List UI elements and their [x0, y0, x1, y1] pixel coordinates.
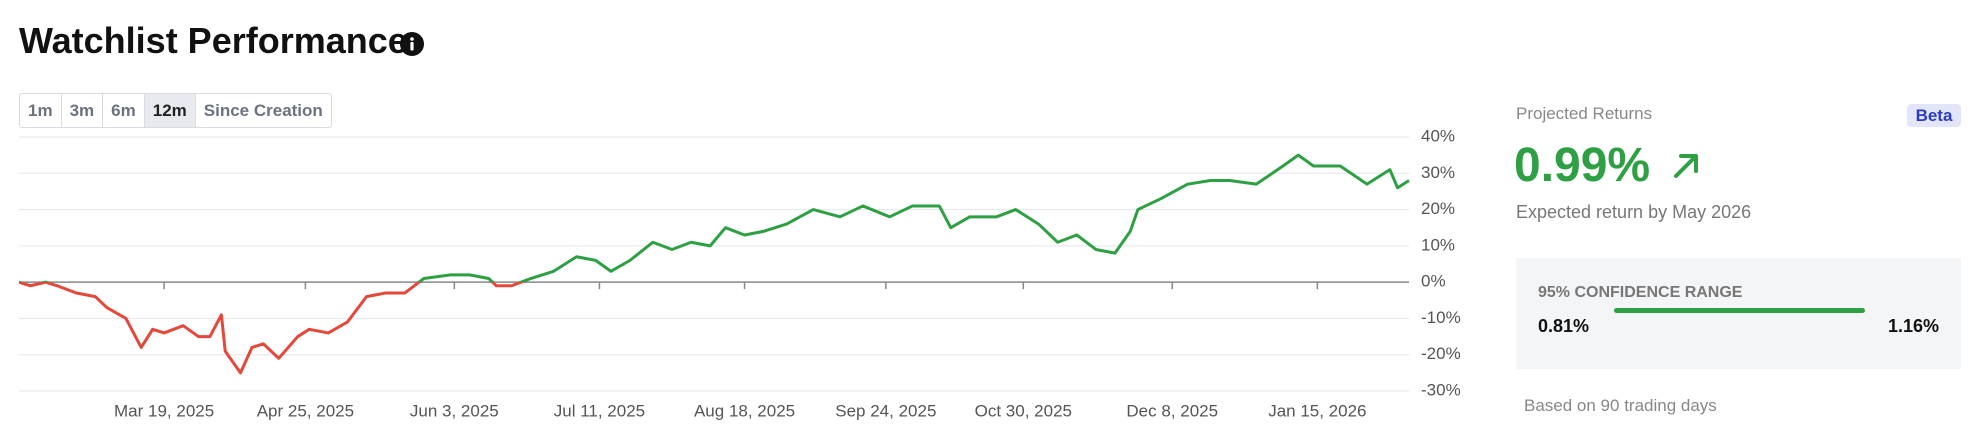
y-tick-label: -30%: [1421, 380, 1461, 399]
confidence-box: [1516, 258, 1961, 369]
y-tick-label: 20%: [1421, 199, 1455, 218]
projected-value: 0.99%: [1514, 139, 1651, 192]
x-tick-label: Jun 3, 2025: [410, 401, 499, 420]
beta-badge: Beta: [1907, 104, 1961, 127]
x-tick-label: Sep 24, 2025: [835, 401, 936, 420]
x-tick-label: Dec 8, 2025: [1126, 401, 1218, 420]
y-tick-label: -20%: [1421, 344, 1461, 363]
y-tick-label: 10%: [1421, 235, 1455, 254]
range-button[interactable]: 6m: [103, 94, 145, 127]
info-icon[interactable]: [400, 32, 424, 56]
x-tick-label: Mar 19, 2025: [114, 401, 214, 420]
range-button[interactable]: 3m: [62, 94, 104, 127]
range-button[interactable]: Since Creation: [203, 101, 323, 120]
range-button[interactable]: 12m: [144, 94, 196, 127]
y-tick-label: 0%: [1421, 272, 1446, 291]
y-tick-label: -10%: [1421, 308, 1461, 327]
confidence-title: 95% CONFIDENCE RANGE: [1538, 284, 1743, 301]
confidence-low: 0.81%: [1538, 316, 1590, 336]
chart: 40% 30% 20% 10% 0% -10% -20% -30% Mar 19, 2025 Ap…: [18, 126, 1461, 420]
x-tick-label: Jul 11, 2025: [554, 401, 645, 420]
line-negative: [18, 282, 526, 375]
y-tick-label: 40%: [1421, 126, 1455, 145]
x-tick-label: Aug 18, 2025: [694, 401, 795, 420]
range-button[interactable]: 1m: [20, 94, 62, 127]
projected-subtitle: Expected return by May 2026: [1516, 202, 1752, 222]
page-title: Watchlist Performance: [19, 20, 408, 61]
x-tick-label: Oct 30, 2025: [975, 401, 1072, 420]
panel-label: Projected Returns: [1516, 104, 1653, 123]
up-arrow-icon: [1674, 154, 1698, 178]
range-selector: 1m 3m 6m 12m Since Creation: [19, 93, 332, 128]
confidence-high: 1.16%: [1887, 316, 1939, 336]
footnote: Based on 90 trading days: [1524, 396, 1717, 415]
confidence-bar: [1614, 308, 1865, 313]
y-tick-label: 30%: [1421, 163, 1455, 182]
x-tick-label: Jan 15, 2026: [1268, 401, 1366, 420]
line-positive: [18, 153, 1410, 283]
x-tick-label: Apr 25, 2025: [257, 401, 354, 420]
